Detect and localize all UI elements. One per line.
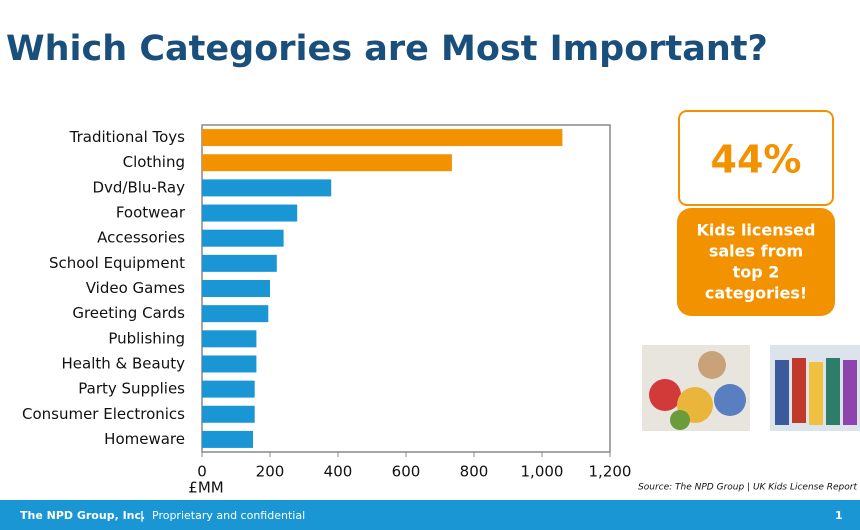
y-tick-label: Video Games [86,279,185,297]
y-tick-label: School Equipment [49,254,185,272]
x-tick-label: 0 [197,463,207,481]
y-tick-label: Consumer Electronics [22,405,185,423]
y-tick-label: Health & Beauty [62,354,186,372]
bar [202,405,255,423]
bar [202,254,277,272]
bar [202,430,253,448]
toy-photo [642,345,750,431]
bar [202,179,332,197]
bar [202,305,269,323]
callout-text: categories! [705,284,807,303]
callout-badge [677,208,835,316]
bar [202,280,270,297]
footer-separator: | [140,509,144,522]
footer-bar [0,500,860,530]
bar [202,229,284,247]
x-tick-label: 1,200 [589,463,632,481]
callout-text: top 2 [733,263,780,282]
x-tick-label: 800 [460,463,489,481]
bar [202,129,563,147]
y-tick-label: Dvd/Blu-Ray [92,178,185,196]
y-tick-label: Publishing [108,329,185,347]
x-tick-label: 200 [256,463,285,481]
bar [202,204,298,222]
y-tick-label: Footwear [116,204,186,222]
x-tick-label: 600 [392,463,421,481]
y-tick-label: Clothing [123,153,185,171]
callout-text: Kids licensed [697,221,816,240]
bar [202,380,255,398]
footer-note: Proprietary and confidential [152,509,305,522]
clothes-photo [770,345,860,431]
y-tick-label: Accessories [97,229,185,247]
x-axis-label: £MM [188,479,223,497]
y-tick-label: Traditional Toys [69,128,186,146]
callout-box [678,110,834,206]
callout-text: sales from [709,242,803,261]
page-number: 1 [835,509,843,522]
bar [202,330,257,348]
bar [202,154,452,172]
callout-value: 44% [711,138,802,182]
x-tick-label: 400 [324,463,353,481]
y-tick-label: Party Supplies [78,380,185,398]
y-tick-label: Greeting Cards [72,304,185,322]
x-tick-label: 1,000 [521,463,564,481]
y-tick-label: Homeware [104,430,185,448]
slide-title: Which Categories are Most Important? [6,29,768,69]
bar [202,355,257,373]
footer-company: The NPD Group, Inc. [20,509,145,522]
source-note: Source: The NPD Group | UK Kids License … [638,483,857,493]
